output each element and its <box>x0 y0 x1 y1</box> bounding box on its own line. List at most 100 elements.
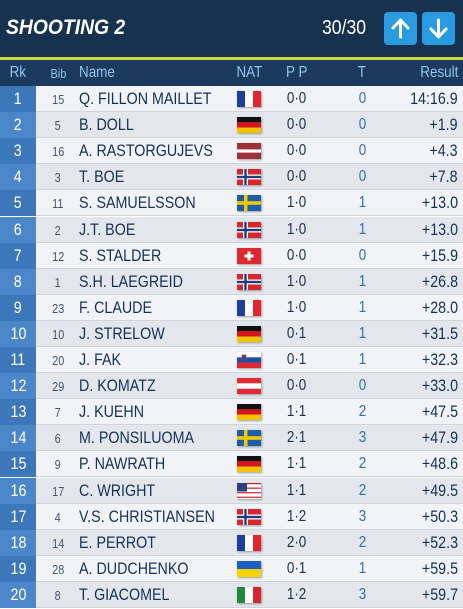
result-row <box>0 86 463 112</box>
rank: 9 <box>0 294 36 321</box>
column-label-text: Bib <box>50 66 66 81</box>
bib-text: 17 <box>51 483 65 499</box>
athlete-name: A. DUDCHENKO <box>79 556 209 582</box>
athlete-name-text: M. PONSILUOMA <box>79 428 195 448</box>
result-row <box>0 581 463 608</box>
column-label: Name <box>79 64 122 82</box>
athlete-name: C. WRIGHT <box>79 478 170 504</box>
flag <box>237 299 261 316</box>
flag <box>237 378 261 395</box>
flag <box>237 273 261 290</box>
column-label-text: Name <box>79 64 115 81</box>
total-misses-text: 1 <box>358 559 366 577</box>
bib: 6 <box>44 426 72 452</box>
flag <box>237 430 261 447</box>
up-button[interactable] <box>384 12 417 45</box>
athlete-name: F. CLAUDE <box>79 295 166 321</box>
rank: 20 <box>0 581 36 608</box>
athlete-name: J.T. BOE <box>79 217 146 243</box>
rank-text: 16 <box>10 480 26 500</box>
athlete-name-text: V.S. CHRISTIANSEN <box>79 506 215 526</box>
result-row <box>0 242 463 269</box>
bib: 11 <box>44 191 72 217</box>
rank-text: 19 <box>10 558 26 578</box>
bib-text: 23 <box>51 300 65 316</box>
result-row <box>0 190 463 217</box>
result: +28.0 <box>370 295 458 321</box>
athlete-name-text: S. STALDER <box>79 245 162 265</box>
athlete-name: A. RASTORGUJEVS <box>79 138 238 164</box>
bib: 10 <box>44 322 72 348</box>
result-row <box>0 294 463 321</box>
prone-standing: 0·0 <box>280 112 314 138</box>
result-text: +13.0 <box>421 193 458 213</box>
bib-text: 15 <box>51 92 65 107</box>
prone-standing: 1·0 <box>280 295 314 321</box>
result-row <box>0 268 463 295</box>
prone-standing: 0·0 <box>280 243 314 269</box>
prone-standing: 1·1 <box>280 399 314 425</box>
result-text: +49.5 <box>421 480 458 500</box>
flag <box>237 247 261 264</box>
athlete-name-text: T. GIACOMEL <box>79 584 170 604</box>
total-misses-text: 1 <box>358 272 366 290</box>
bib: 2 <box>44 218 72 244</box>
nat-flag <box>237 91 261 107</box>
total-misses-text: 1 <box>358 220 366 238</box>
bib: 12 <box>44 244 72 270</box>
athlete-name-text: S. SAMUELSSON <box>79 193 196 213</box>
column-label: Bib <box>44 66 72 81</box>
prone-standing-text: 1·2 <box>287 585 307 603</box>
rank: 12 <box>0 373 36 400</box>
nat-flag <box>237 560 261 577</box>
result-text: +28.0 <box>421 297 458 317</box>
athlete-name-text: J. KUEHN <box>79 402 145 422</box>
result-text: +47.9 <box>421 428 458 448</box>
total-misses: 0 <box>345 86 379 112</box>
prone-standing-text: 1·0 <box>287 298 307 316</box>
rank: 6 <box>0 216 36 243</box>
prone-standing-text: 1·0 <box>287 272 307 290</box>
result: 14:16.9 <box>370 86 458 112</box>
bib: 29 <box>44 374 72 400</box>
flag <box>237 586 261 603</box>
total-misses: 2 <box>345 530 379 556</box>
nat-flag <box>237 273 261 290</box>
down-button[interactable] <box>422 12 455 45</box>
prone-standing: 1·1 <box>280 451 314 477</box>
prone-standing-text: 1·2 <box>287 507 307 525</box>
prone-standing: 2·1 <box>280 425 314 451</box>
prone-standing: 1·0 <box>280 217 314 243</box>
total-misses: 2 <box>345 399 379 425</box>
athlete-name-text: J.T. BOE <box>79 219 136 239</box>
prone-standing-text: 2·0 <box>287 533 307 551</box>
result-text: +7.8 <box>429 167 458 187</box>
bib-text: 4 <box>54 509 62 525</box>
nat-flag <box>237 221 261 238</box>
result-row <box>0 216 463 243</box>
result-row <box>0 425 463 452</box>
progress: 30/30 <box>322 17 367 39</box>
result-row <box>0 320 463 347</box>
bib-text: 5 <box>54 118 62 134</box>
bib-text: 29 <box>51 379 65 395</box>
result-text: +13.0 <box>421 219 458 239</box>
flag <box>237 325 261 342</box>
rank: 14 <box>0 425 36 452</box>
total-misses: 1 <box>345 556 379 582</box>
athlete-name: J. FAK <box>79 347 129 373</box>
flag <box>237 560 261 577</box>
athlete-name: T. GIACOMEL <box>79 582 187 608</box>
rank-text: 12 <box>10 376 26 396</box>
rank: 4 <box>0 164 36 191</box>
result-text: +26.8 <box>421 271 458 291</box>
nat-flag <box>237 247 261 264</box>
rank: 10 <box>0 320 36 347</box>
total-misses: 1 <box>345 269 379 295</box>
athlete-name-text: F. CLAUDE <box>79 297 153 317</box>
rank-text: 15 <box>10 454 26 474</box>
rank: 13 <box>0 399 36 426</box>
total-misses: 1 <box>345 321 379 347</box>
prone-standing: 2·0 <box>280 530 314 556</box>
prone-standing-text: 1·1 <box>287 403 307 421</box>
